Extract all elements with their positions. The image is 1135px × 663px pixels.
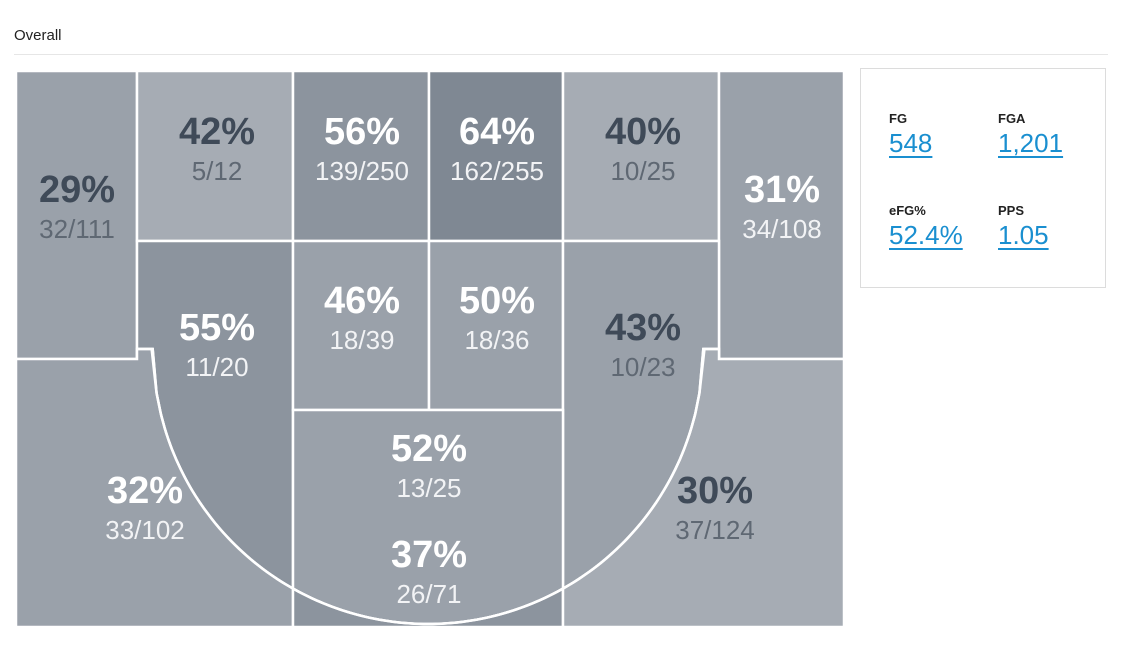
zone-right-corner-mid-pct: 31% [744,169,820,211]
zone-right-corner-mid-frac: 34/108 [742,214,822,244]
zone-right-wing-mid-frac: 10/23 [610,352,675,382]
stat-fg-label: FG [889,111,908,126]
zone-left-wing-mid-pct: 55% [179,307,255,349]
zone-right-three-pct: 30% [677,470,753,512]
stat-efg-value[interactable]: 52.4% [889,220,963,250]
stat-pps-value[interactable]: 1.05 [998,220,1049,250]
zone-left-elbow-long-frac: 5/12 [192,156,243,186]
stat-fg-value[interactable]: 548 [889,128,933,158]
stat-efg-label: eFG% [889,203,926,218]
stat-fg: FG 548 [889,111,932,159]
zone-paint-right-top-frac: 162/255 [450,156,544,186]
stat-efg: eFG% 52.4% [889,203,963,251]
shot-chart: 29% 32/111 42% 5/12 56% 139/250 64% 162/255 40% 1… [16,71,844,627]
stat-fga-label: FGA [998,111,1026,126]
zone-right-three-frac: 37/124 [675,515,755,545]
stat-pps-label: PPS [998,203,1025,218]
stat-fga-value[interactable]: 1,201 [998,128,1064,158]
zone-paint-left-top-pct: 56% [324,111,400,153]
stats-panel: FG 548 FGA 1,201 eFG% 52.4% PPS 1.05 [860,68,1106,288]
zone-left-wing-mid-frac: 11/20 [185,352,248,382]
zone-paint-left-mid-pct: 46% [324,280,400,322]
stat-fga: FGA 1,201 [998,111,1063,159]
stat-pps: PPS 1.05 [998,203,1049,251]
zone-paint-left-mid-frac: 18/39 [329,325,394,355]
zone-top-three-frac: 26/71 [396,579,461,609]
zone-left-corner-mid-frac: 32/111 [39,214,115,244]
shot-chart-svg: 29%32/11142%5/1256%139/25064%162/25540%1… [16,71,844,627]
zone-right-wing-mid-pct: 43% [605,307,681,349]
section-title: Overall [14,27,62,44]
divider [14,54,1108,55]
zone-left-corner-mid-pct: 29% [39,169,115,211]
zone-left-three-frac: 33/102 [105,515,185,545]
zone-paint-right-mid-pct: 50% [459,280,535,322]
zone-left-three-pct: 32% [107,470,183,512]
zone-right-elbow-long-frac: 10/25 [610,156,675,186]
zone-right-elbow-long-pct: 40% [605,111,681,153]
zone-paint-right-mid-frac: 18/36 [464,325,529,355]
three-point-arc [137,347,719,626]
zone-paint-left-top-frac: 139/250 [315,156,409,186]
zone-paint-right-top-pct: 64% [459,111,535,153]
zone-top-key-frac: 13/25 [396,473,461,503]
zone-left-elbow-long-pct: 42% [179,111,255,153]
zone-top-key-pct: 52% [391,428,467,470]
zone-top-three-pct: 37% [391,534,467,576]
